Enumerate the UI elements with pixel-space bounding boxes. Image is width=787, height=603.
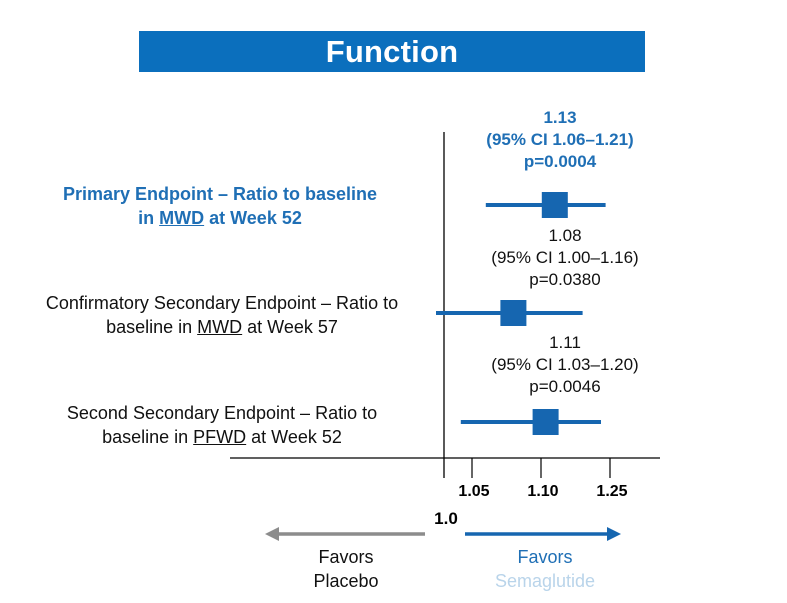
row-label-second-secondary: Second Secondary Endpoint – Ratio to bas… <box>66 403 378 447</box>
stat-block-confirmatory: 1.08 (95% CI 1.00–1.16) p=0.0380 <box>455 225 675 291</box>
x-tick-label: 1.10 <box>527 483 558 500</box>
p-value-text: p=0.0380 <box>529 270 601 289</box>
x-tick-label: 1.25 <box>596 483 627 500</box>
arrow-left-head <box>265 527 279 541</box>
point-estimate-marker <box>532 409 559 435</box>
page-title: Function <box>139 31 645 72</box>
p-value-text: p=0.0046 <box>529 377 601 396</box>
estimate-text: 1.13 <box>543 108 577 127</box>
point-estimate-marker <box>500 300 527 326</box>
favors-semaglutide-label: Favors Semaglutide <box>494 547 596 591</box>
point-estimate-marker <box>541 192 568 218</box>
stat-block-primary: 1.13 (95% CI 1.06–1.21) p=0.0004 <box>450 107 670 173</box>
ci-text: (95% CI 1.00–1.16) <box>491 248 639 267</box>
stat-block-second-secondary: 1.11 (95% CI 1.03–1.20) p=0.0046 <box>455 332 675 398</box>
ci-text: (95% CI 1.06–1.21) <box>486 130 634 149</box>
row-label-confirmatory: Confirmatory Secondary Endpoint – Ratio … <box>45 293 399 337</box>
p-value-text: p=0.0004 <box>523 152 597 171</box>
estimate-text: 1.08 <box>548 226 582 245</box>
reference-value-label: 1.0 <box>434 509 458 528</box>
x-tick-label: 1.05 <box>458 483 489 500</box>
row-label-primary: Primary Endpoint – Ratio to baseline in … <box>62 184 378 228</box>
arrow-right-head <box>607 527 621 541</box>
favors-placebo-label: Favors Placebo <box>313 547 379 591</box>
estimate-text: 1.11 <box>549 333 581 352</box>
ci-text: (95% CI 1.03–1.20) <box>491 355 639 374</box>
